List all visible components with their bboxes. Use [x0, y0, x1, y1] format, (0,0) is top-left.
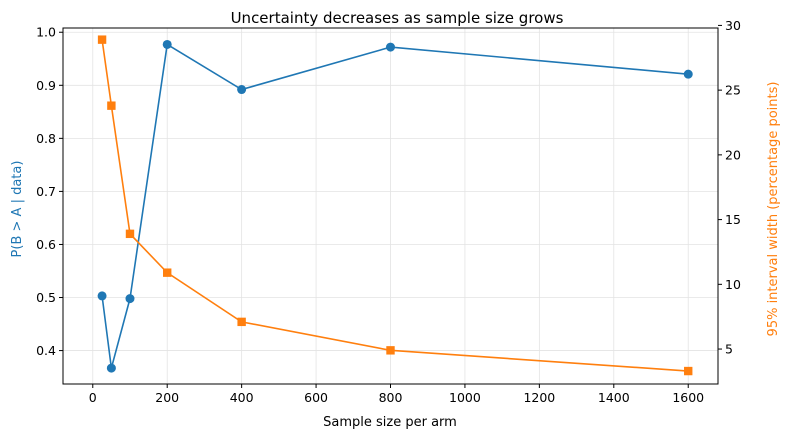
x-tick-label: 400	[230, 390, 254, 405]
x-axis: 0 200 400 600 800 1000 1200 1400 1600	[89, 384, 704, 405]
y-left-tick-label: 0.8	[36, 131, 56, 146]
x-tick-label: 1000	[449, 390, 481, 405]
series-layer	[97, 35, 693, 376]
data-point	[386, 346, 395, 355]
y-right-tick-label: 10	[725, 277, 741, 292]
y-axis-left: 0.4 0.5 0.6 0.7 0.8 0.9 1.0	[36, 25, 63, 358]
y-left-tick-label: 0.6	[36, 237, 56, 252]
y-right-tick-label: 20	[725, 147, 741, 162]
x-tick-label: 800	[379, 390, 403, 405]
y-axis-left-title: P(B > A | data)	[10, 161, 25, 258]
data-point	[125, 229, 135, 239]
y-right-tick-label: 25	[725, 83, 741, 98]
y-left-tick-label: 0.9	[36, 78, 56, 93]
interval-width-series	[97, 35, 693, 376]
y-right-tick-label: 30	[725, 18, 741, 33]
x-tick-label: 600	[304, 390, 328, 405]
series-line	[101, 43, 689, 369]
grid	[63, 28, 718, 384]
y-left-tick-label: 1.0	[36, 25, 56, 40]
x-tick-label: 200	[155, 390, 179, 405]
data-point	[237, 317, 246, 327]
y-axis-right-title: 95% interval width (percentage points)	[766, 82, 781, 337]
data-point	[106, 363, 116, 373]
data-point	[107, 101, 116, 110]
data-point	[163, 268, 172, 277]
y-left-tick-label: 0.4	[36, 343, 56, 358]
data-point	[162, 39, 172, 49]
chart-title: Uncertainty decreases as sample size gro…	[231, 9, 564, 27]
series-line	[101, 39, 689, 372]
y-left-tick-label: 0.7	[36, 184, 56, 199]
data-point	[683, 69, 693, 79]
probability-series	[97, 39, 693, 373]
x-tick-label: 1600	[672, 390, 704, 405]
data-point	[237, 85, 247, 95]
x-tick-label: 1400	[598, 390, 630, 405]
y-left-tick-label: 0.5	[36, 290, 56, 305]
y-axis-right: 5 10 15 20 25 30	[718, 18, 741, 357]
data-point	[97, 35, 107, 44]
y-right-tick-label: 15	[725, 212, 741, 227]
data-point	[125, 294, 135, 304]
x-tick-label: 0	[89, 390, 97, 405]
data-point	[97, 291, 107, 301]
x-tick-label: 1200	[523, 390, 555, 405]
data-point	[684, 366, 693, 376]
x-axis-title: Sample size per arm	[323, 415, 457, 430]
y-right-tick-label: 5	[725, 342, 733, 357]
data-point	[386, 42, 395, 52]
